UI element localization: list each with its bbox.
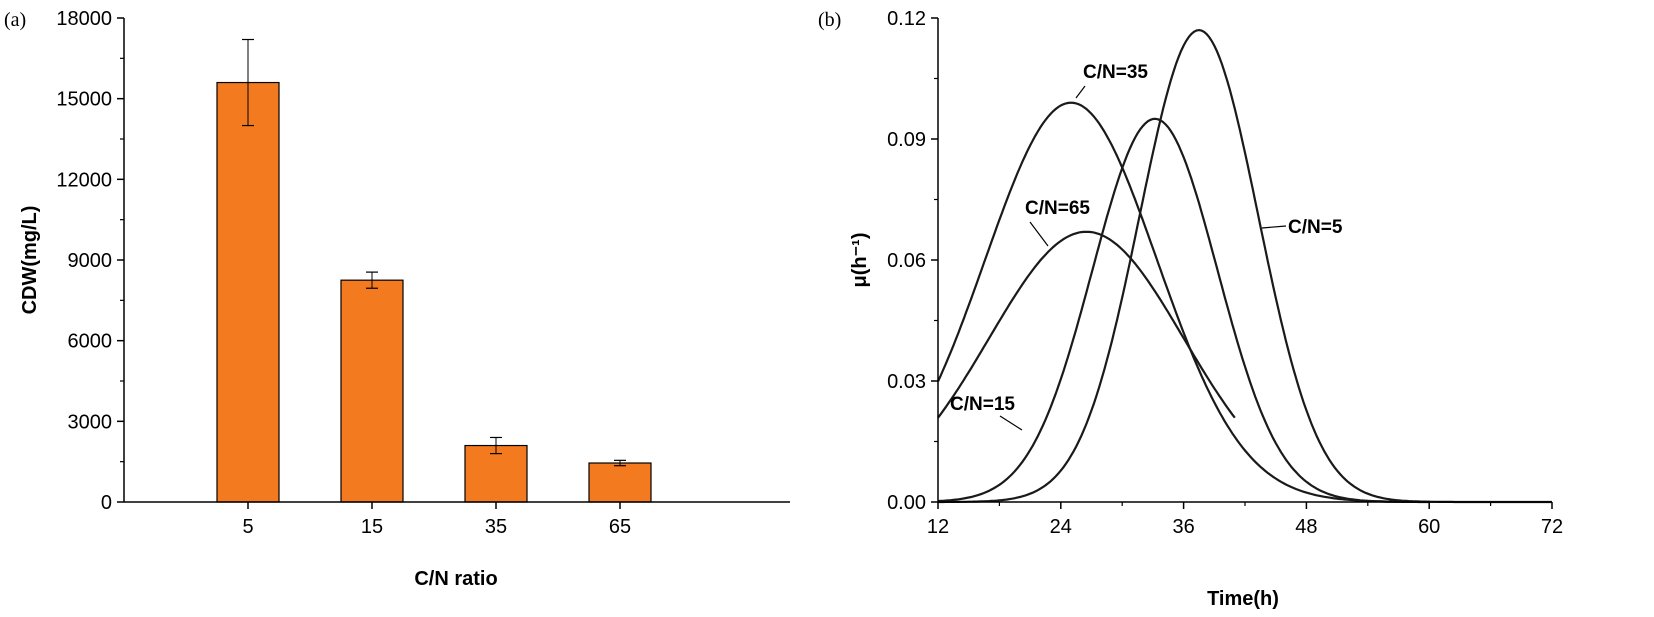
curve-label-c-n-5: C/N=5 <box>1261 217 1343 238</box>
y-tick-label: 0 <box>101 492 112 514</box>
y-tick-label: 0.12 <box>887 8 926 30</box>
y-tick-label: 18000 <box>56 8 112 30</box>
leader-line <box>1029 221 1049 247</box>
line-series: C/N=35 C/N=65 C/N=5 C/N=15 <box>937 28 1552 504</box>
leader-line <box>1075 85 1086 99</box>
x-axis-title-b: Time(h) <box>1207 588 1279 610</box>
x-axis-title: C/N ratio <box>414 568 497 590</box>
series-line-c-n-5 <box>938 28 1552 504</box>
y-tick-label: 0.06 <box>887 250 926 272</box>
leader-line <box>999 415 1023 431</box>
y-axis-title-b: μ(h⁻¹) <box>849 233 871 288</box>
bar-series <box>216 38 652 503</box>
x-tick-label: 12 <box>927 516 949 538</box>
x-tick-label: 65 <box>609 516 631 538</box>
panel-b: (b) C/N=35 C/N=65 C/N=5 C/N=15 0.00 0.03 0.06… <box>818 8 1563 610</box>
error-bar-5 <box>242 38 254 127</box>
series-line-c-n-65 <box>937 230 1236 419</box>
bar-15 <box>340 279 404 503</box>
series-label: C/N=5 <box>1288 217 1343 238</box>
x-tick-label: 60 <box>1418 516 1440 538</box>
series-line-c-n-15 <box>937 117 1430 504</box>
x-tick-label: 48 <box>1295 516 1317 538</box>
y-tick-label: 6000 <box>68 331 113 353</box>
x-tick-label: 5 <box>242 516 253 538</box>
series-label: C/N=65 <box>1025 198 1090 219</box>
series-line-c-n-35 <box>937 101 1430 503</box>
bar-65 <box>588 462 652 503</box>
panel-a-axes: 0 3000 6000 9000 12000 15000 18000 5 15 35 65 <box>56 8 790 538</box>
y-tick-label: 0.00 <box>887 492 926 514</box>
panel-b-label: (b) <box>818 9 841 31</box>
y-tick-label: 0.09 <box>887 129 926 151</box>
y-tick-label: 12000 <box>56 169 112 191</box>
panel-a-label: (a) <box>4 9 26 31</box>
y-tick-label: 9000 <box>68 250 113 272</box>
leader-line <box>1261 225 1287 229</box>
series-label: C/N=35 <box>1083 62 1148 83</box>
y-tick-label: 15000 <box>56 89 112 111</box>
x-tick-label: 72 <box>1541 516 1563 538</box>
curve-label-c-n-35: C/N=35 <box>1075 62 1148 99</box>
x-tick-label: 15 <box>361 516 383 538</box>
y-tick-label: 0.03 <box>887 371 926 393</box>
x-tick-label: 36 <box>1172 516 1194 538</box>
curve-label-c-n-15: C/N=15 <box>950 394 1023 431</box>
bar-5 <box>216 81 280 503</box>
y-tick-label: 3000 <box>68 411 113 433</box>
curve-label-c-n-65: C/N=65 <box>1025 198 1090 247</box>
series-label: C/N=15 <box>950 394 1015 415</box>
x-tick-label: 35 <box>485 516 507 538</box>
error-bar-15 <box>366 271 378 289</box>
y-axis-title: CDW(mg/L) <box>19 206 41 315</box>
error-bar-35 <box>490 436 502 455</box>
panel-b-axes: 0.00 0.03 0.06 0.09 0.12 12 24 36 48 60 72 <box>887 8 1563 538</box>
x-tick-label: 24 <box>1050 516 1072 538</box>
error-bar-65 <box>614 459 626 467</box>
